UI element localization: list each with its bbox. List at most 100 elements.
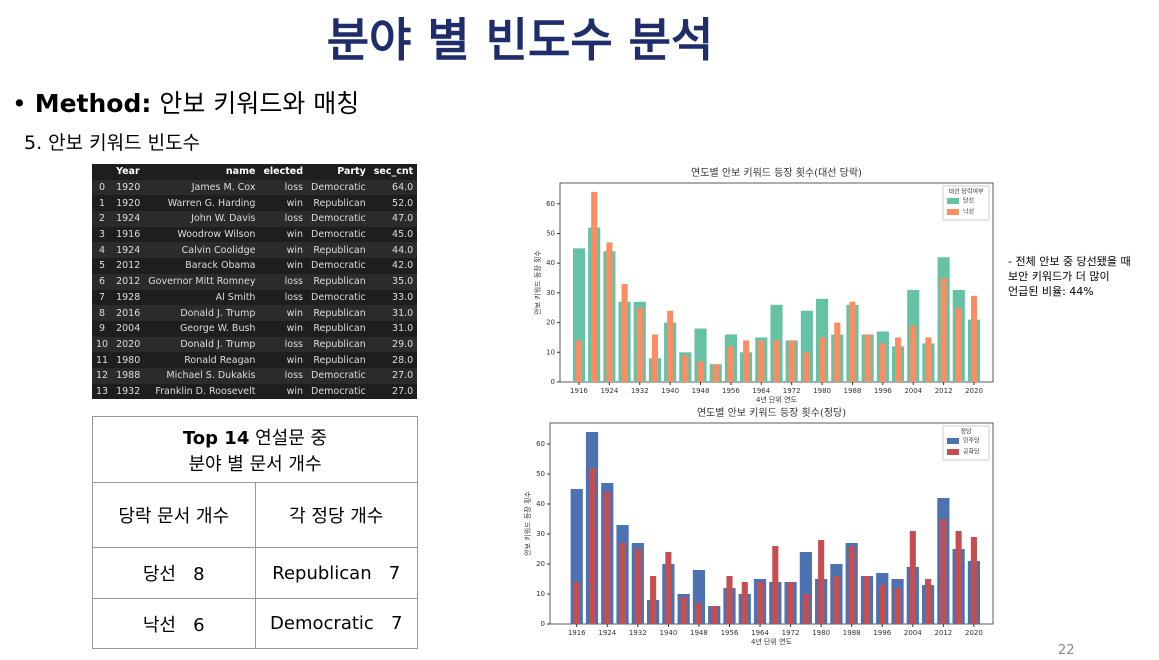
bar bbox=[879, 343, 886, 382]
bullet: • Method: 안보 키워드와 매칭 bbox=[12, 89, 360, 118]
cell: 1932 bbox=[116, 385, 141, 397]
column-header: Party bbox=[337, 166, 366, 178]
cell: win bbox=[286, 197, 304, 209]
table-row: 13 1932 Franklin D. Roosevelt win Democratic… bbox=[92, 384, 417, 400]
cell: Democratic bbox=[307, 211, 370, 227]
bar bbox=[772, 546, 779, 624]
slide-title: 분야 별 빈도수 분석 bbox=[326, 13, 714, 67]
legend-label: 공화당 bbox=[963, 448, 980, 456]
x-tick-label: 1956 bbox=[722, 387, 740, 395]
bar bbox=[802, 594, 809, 624]
table-row: 0 1920 James M. Cox loss Democratic 64.0 bbox=[92, 179, 418, 196]
cell: Democratic bbox=[311, 229, 366, 241]
x-tick-label: 2020 bbox=[965, 629, 983, 637]
x-tick-label: 1980 bbox=[812, 629, 830, 637]
summary-table: Top 14 연설문 중 분야 별 문서 개수 당락 문서 개수 각 정당 개수 당… bbox=[92, 416, 418, 649]
y-tick-label: 20 bbox=[536, 560, 545, 568]
note-line: 언급된 비율: 44% bbox=[1008, 285, 1094, 298]
column-header: sec_cnt bbox=[373, 166, 414, 178]
cell: Warren G. Harding bbox=[167, 197, 256, 209]
cell: win bbox=[286, 323, 304, 335]
label: Democratic bbox=[270, 613, 374, 634]
cell: win bbox=[259, 305, 308, 321]
x-tick-label: 2004 bbox=[904, 629, 922, 637]
summary-header: 당락 문서 개수 bbox=[92, 482, 256, 548]
cell: 6 bbox=[92, 273, 113, 290]
summary-cell: 당선 8 bbox=[92, 547, 256, 599]
bar bbox=[650, 576, 657, 624]
cell: Republican bbox=[307, 336, 370, 353]
cell: 1928 bbox=[116, 291, 141, 303]
table-row: 6 2012 Governor Mitt Romney loss Republican 3… bbox=[92, 273, 418, 290]
table-row: 3 1916 Woodrow Wilson win Democratic 45.0 bbox=[92, 227, 417, 243]
bar bbox=[834, 322, 841, 382]
x-tick-label: 1956 bbox=[721, 629, 739, 637]
summary-title-1: 연설문 중 bbox=[255, 427, 328, 449]
cell: 1920 bbox=[116, 197, 141, 209]
y-tick-label: 60 bbox=[546, 200, 555, 208]
bar bbox=[588, 468, 596, 624]
y-tick-label: 50 bbox=[536, 470, 545, 478]
bar bbox=[925, 337, 932, 382]
bar bbox=[621, 283, 628, 382]
legend-title: 대선 당락여부 bbox=[948, 188, 984, 196]
cell: Democratic bbox=[311, 260, 366, 272]
cell: 12 bbox=[92, 367, 113, 384]
cell: John W. Davis bbox=[144, 211, 260, 227]
bar bbox=[787, 582, 794, 624]
index-header bbox=[92, 164, 112, 180]
x-tick-label: 2004 bbox=[904, 387, 922, 395]
cell: 44.0 bbox=[369, 242, 418, 259]
column-header: Year bbox=[116, 166, 140, 178]
x-tick-label: 1924 bbox=[600, 387, 618, 395]
cell: Franklin D. Roosevelt bbox=[155, 385, 256, 397]
y-tick-label: 0 bbox=[551, 378, 555, 386]
cell: Ronald Reagan bbox=[184, 354, 256, 366]
y-axis-label: 안보 키워드 등장 횟수 bbox=[523, 491, 532, 556]
cell: 29.0 bbox=[369, 336, 418, 353]
cell: win bbox=[286, 260, 304, 272]
bar bbox=[863, 576, 871, 624]
table-row: 4 1924 Calvin Coolidge win Republican 44.0 bbox=[92, 242, 418, 259]
summary-cell: Democratic 7 bbox=[254, 598, 418, 649]
cell: Democratic bbox=[311, 291, 366, 303]
data-table: Year name elected Party sec_cnt 0 1920 James M.… bbox=[92, 164, 418, 400]
label: 당선 bbox=[142, 564, 176, 585]
column-header: name bbox=[225, 166, 256, 178]
cell: 1916 bbox=[116, 229, 141, 241]
bar bbox=[803, 352, 810, 382]
bar bbox=[773, 340, 780, 382]
cell: 3 bbox=[99, 229, 106, 241]
bar bbox=[665, 552, 672, 624]
x-tick-label: 1980 bbox=[813, 387, 831, 395]
cell: loss bbox=[284, 291, 304, 303]
summary-title-2: 분야 별 문서 개수 bbox=[188, 453, 322, 475]
bar bbox=[741, 582, 748, 624]
cell: 47.0 bbox=[369, 211, 418, 227]
cell: Woodrow Wilson bbox=[177, 229, 256, 241]
x-axis-label: 4년 단위 연도 bbox=[756, 395, 798, 404]
bar bbox=[591, 191, 598, 382]
x-tick-label: 1948 bbox=[690, 629, 708, 637]
cell: 1980 bbox=[116, 354, 141, 366]
bar bbox=[697, 361, 704, 382]
bar bbox=[833, 576, 840, 624]
label: Republican bbox=[272, 562, 372, 584]
cell: Republican bbox=[307, 242, 370, 259]
x-tick-label: 2012 bbox=[934, 629, 952, 637]
bullet-text: 안보 키워드와 매칭 bbox=[159, 89, 360, 118]
legend-swatch bbox=[947, 438, 959, 444]
cell: Donald J. Trump bbox=[144, 305, 260, 321]
bar bbox=[895, 337, 902, 382]
y-tick-label: 50 bbox=[546, 229, 555, 237]
count: 7 bbox=[388, 562, 401, 584]
bar bbox=[575, 340, 583, 382]
summary-cell: 낙선 6 bbox=[92, 598, 256, 649]
summary-header: 각 정당 개수 bbox=[254, 482, 418, 548]
cell: 33.0 bbox=[392, 291, 414, 303]
x-tick-label: 2020 bbox=[965, 387, 983, 395]
cell: 2004 bbox=[116, 323, 141, 335]
x-tick-label: 1964 bbox=[751, 629, 769, 637]
x-tick-label: 1916 bbox=[570, 387, 588, 395]
legend-swatch bbox=[947, 198, 959, 204]
